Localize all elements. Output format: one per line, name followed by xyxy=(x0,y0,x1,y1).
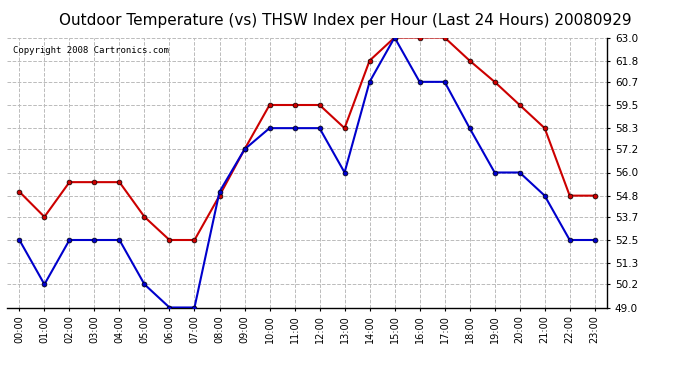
Text: Outdoor Temperature (vs) THSW Index per Hour (Last 24 Hours) 20080929: Outdoor Temperature (vs) THSW Index per … xyxy=(59,13,631,28)
Text: Copyright 2008 Cartronics.com: Copyright 2008 Cartronics.com xyxy=(13,46,169,55)
